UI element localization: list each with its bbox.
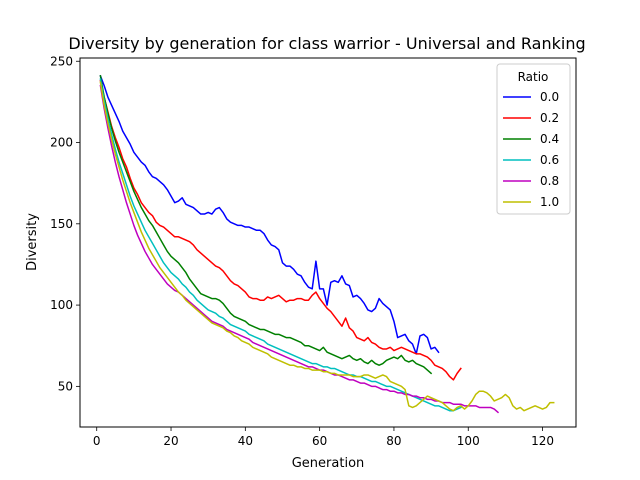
series-line-0-8: [99, 84, 500, 414]
chart-title: Diversity by generation for class warrio…: [68, 34, 585, 53]
y-tick-label: 200: [50, 136, 73, 150]
y-axis-label: Diversity: [25, 213, 40, 271]
y-axis: 50 100 150 200 250: [50, 54, 80, 393]
x-axis-label: Generation: [292, 456, 365, 471]
y-tick-label: 50: [58, 379, 73, 393]
x-tick-label: 100: [457, 434, 480, 448]
legend: Ratio 0.0 0.2 0.4 0.6 0.8 1.0: [496, 63, 571, 215]
x-tick-label: 120: [531, 434, 554, 448]
series-line-0-4: [99, 75, 433, 375]
legend-label-1-0: 1.0: [540, 195, 559, 209]
series-line-0-6: [99, 78, 462, 412]
series-line-1-0: [99, 81, 555, 412]
plot-area-frame: [79, 57, 577, 428]
legend-label-0-8: 0.8: [540, 174, 559, 188]
legend-label-0-4: 0.4: [540, 132, 559, 146]
x-tick-label: 20: [163, 434, 178, 448]
legend-label-0-0: 0.0: [540, 90, 559, 104]
series-line-0-0: [99, 74, 440, 355]
x-axis: 0 20 40 60 80 100 120: [93, 427, 554, 448]
y-tick-label: 100: [50, 298, 73, 312]
y-tick-label: 150: [50, 217, 73, 231]
legend-box: [496, 63, 571, 215]
x-tick-label: 60: [312, 434, 327, 448]
legend-title: Ratio: [518, 70, 549, 84]
series-layer: [99, 74, 555, 414]
series-line-0-2: [99, 79, 462, 381]
x-tick-label: 40: [238, 434, 253, 448]
legend-entries: 0.0 0.2 0.4 0.6 0.8 1.0: [503, 90, 559, 209]
legend-label-0-6: 0.6: [540, 153, 559, 167]
x-tick-label: 0: [93, 434, 101, 448]
y-tick-label: 250: [50, 54, 73, 68]
x-tick-label: 80: [386, 434, 401, 448]
legend-label-0-2: 0.2: [540, 111, 559, 125]
